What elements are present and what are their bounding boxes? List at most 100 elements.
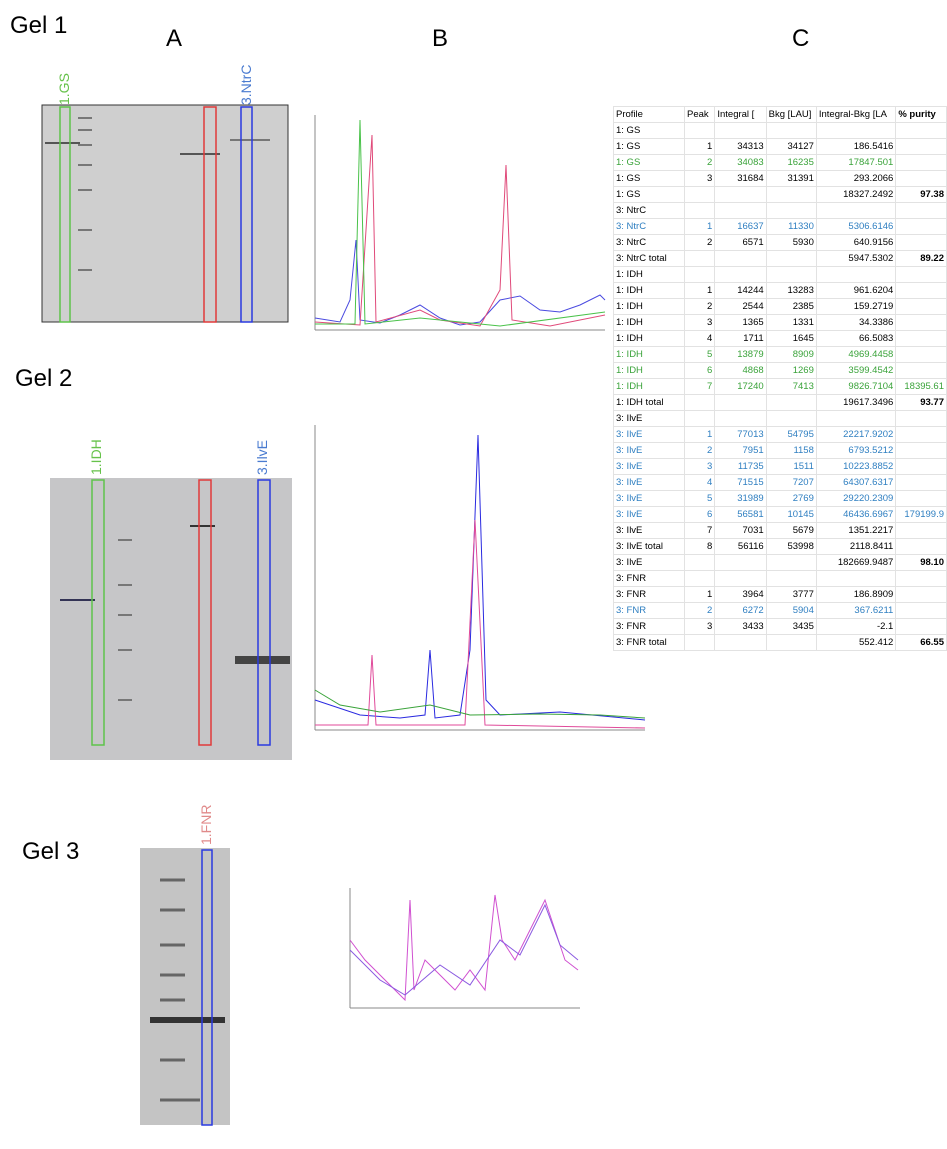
table-cell: 3777 — [765, 586, 817, 603]
table-cell: 159.2719 — [815, 298, 897, 315]
table-cell: 31684 — [714, 170, 767, 187]
table-row: 3: FNR 1 3964 3777 186.8909 — [613, 586, 947, 603]
table-cell: 5947.5302 — [815, 250, 897, 267]
table-row: 1: GS 1 34313 34127 186.5416 — [613, 138, 947, 155]
table-cell: 66.5083 — [815, 330, 897, 347]
table-row: 1: IDH 2 2544 2385 159.2719 — [613, 298, 947, 315]
table-cell — [714, 250, 767, 267]
table-cell: 1: IDH — [613, 266, 685, 283]
table-cell: 2 — [683, 234, 716, 251]
table-cell: 29220.2309 — [815, 490, 897, 507]
table-cell: -2.1 — [815, 618, 897, 635]
table-cell: 5679 — [765, 522, 817, 539]
panel-label: A — [166, 25, 183, 52]
table-cell: 1 — [683, 282, 716, 299]
table-cell — [895, 586, 947, 603]
table-cell: 19617.3496 — [815, 394, 897, 411]
table-cell: 31989 — [714, 490, 767, 507]
table-cell — [683, 186, 716, 203]
table-cell: 3: IlvE — [613, 458, 685, 475]
table-cell: 2769 — [765, 490, 817, 507]
table-cell: 961.6204 — [815, 282, 897, 299]
table-cell: 3 — [683, 170, 716, 187]
table-cell: 7951 — [714, 442, 767, 459]
table-row: 3: IlvE 4 71515 7207 64307.6317 — [613, 474, 947, 491]
table-cell — [683, 554, 716, 571]
table-cell — [765, 570, 817, 587]
table-cell: 3: IlvE — [613, 506, 685, 523]
table-row: 3: NtrC 1 16637 11330 5306.6146 — [613, 218, 947, 235]
table-cell: 7 — [683, 522, 716, 539]
table-cell: 3: FNR total — [613, 634, 685, 651]
table-row: 1: IDH 3 1365 1331 34.3386 — [613, 314, 947, 331]
table-cell: 4969.4458 — [815, 346, 897, 363]
table-cell — [895, 618, 947, 635]
lane-box — [240, 106, 253, 323]
table-cell: 6793.5212 — [815, 442, 897, 459]
table-cell: 186.8909 — [815, 586, 897, 603]
table-cell: 1: IDH — [613, 314, 685, 331]
table-row: 3: FNR total 552.412 66.55 — [613, 634, 947, 651]
table-cell — [714, 394, 767, 411]
table-cell — [683, 122, 716, 139]
table-cell: 2118.8411 — [815, 538, 897, 555]
table-cell — [765, 410, 817, 427]
table-cell — [895, 202, 947, 219]
table-cell: 8909 — [765, 346, 817, 363]
table-cell — [895, 330, 947, 347]
table-cell: 293.2066 — [815, 170, 897, 187]
table-row: 1: GS 18327.2492 97.38 — [613, 186, 947, 203]
table-cell — [895, 298, 947, 315]
table-cell — [714, 634, 767, 651]
lane-label: 1.GS — [56, 73, 72, 105]
table-cell: 3: IlvE — [613, 554, 685, 571]
table-cell: 1: IDH — [613, 282, 685, 299]
table-cell — [895, 442, 947, 459]
table-row: 3: NtrC — [613, 202, 947, 219]
trace-plot — [314, 425, 646, 731]
table-cell — [765, 250, 817, 267]
table-row: 3: IlvE 5 31989 2769 29220.2309 — [613, 490, 947, 507]
table-cell: 2 — [683, 602, 716, 619]
table-cell: 5904 — [765, 602, 817, 619]
table-cell — [895, 602, 947, 619]
table-cell: 3: IlvE — [613, 474, 685, 491]
table-cell: 14244 — [714, 282, 767, 299]
table-cell — [765, 634, 817, 651]
table-cell: 3: IlvE — [613, 442, 685, 459]
table-cell: 17847.501 — [815, 154, 897, 171]
panel-label: C — [792, 25, 810, 52]
table-cell — [895, 538, 947, 555]
gel-bands — [60, 525, 290, 701]
table-cell: 6272 — [714, 602, 767, 619]
trace-plot — [314, 115, 606, 331]
table-cell — [895, 122, 947, 139]
table-cell: 10145 — [765, 506, 817, 523]
table-cell: 5930 — [765, 234, 817, 251]
table-cell: 34083 — [714, 154, 767, 171]
table-cell — [683, 202, 716, 219]
lane-box — [59, 106, 71, 323]
table-cell: 93.77 — [895, 394, 947, 411]
table-cell: 89.22 — [895, 250, 947, 267]
table-cell: 2 — [683, 154, 716, 171]
header-cell: Bkg [LAU] — [765, 106, 817, 123]
lane-label: 3.NtrC — [238, 64, 254, 105]
table-cell — [683, 394, 716, 411]
table-cell — [895, 474, 947, 491]
table-cell — [765, 202, 817, 219]
table-cell: 71515 — [714, 474, 767, 491]
table-cell — [895, 362, 947, 379]
table-cell — [765, 266, 817, 283]
table-cell: 1: GS — [613, 138, 685, 155]
table-cell: 2 — [683, 298, 716, 315]
table-row: 3: NtrC 2 6571 5930 640.9156 — [613, 234, 947, 251]
table-cell: 98.10 — [895, 554, 947, 571]
table-cell: 3: FNR — [613, 586, 685, 603]
table-cell — [895, 570, 947, 587]
table-cell: 1365 — [714, 314, 767, 331]
table-cell: 1711 — [714, 330, 767, 347]
table-cell: 6 — [683, 362, 716, 379]
table-cell: 18327.2492 — [815, 186, 897, 203]
table-cell: 66.55 — [895, 634, 947, 651]
